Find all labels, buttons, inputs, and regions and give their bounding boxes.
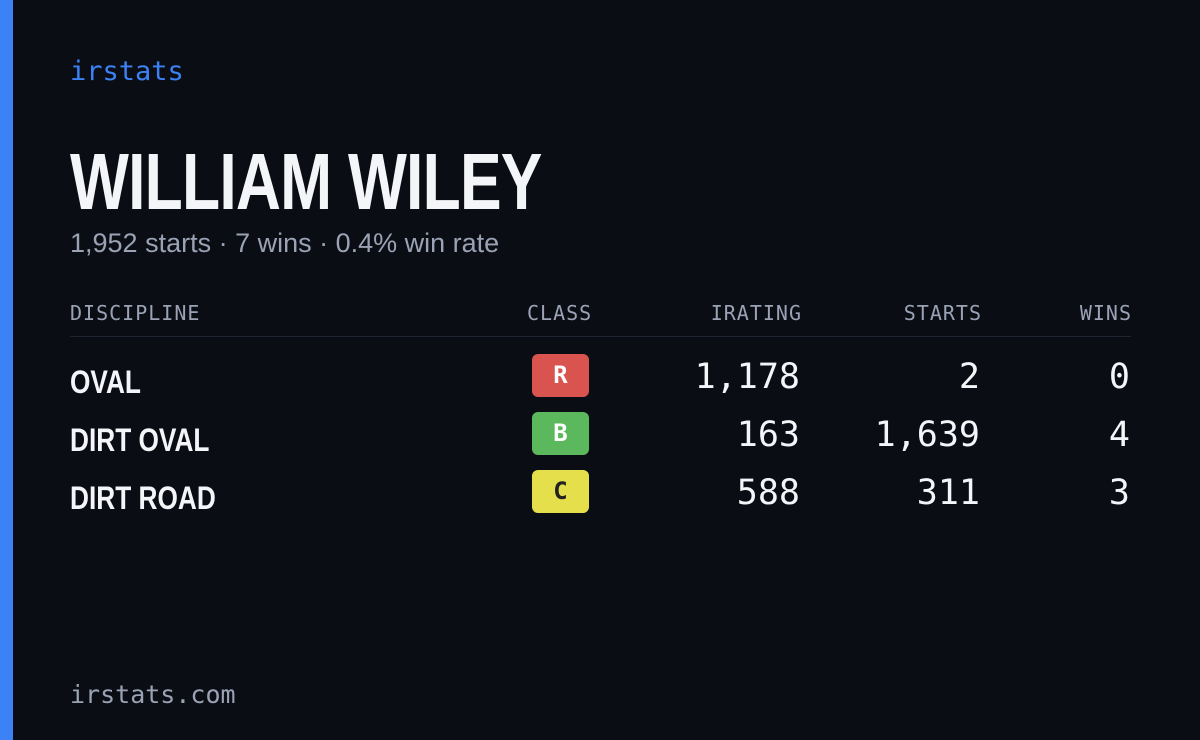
accent-bar [0, 0, 13, 740]
class-badge: C [532, 470, 589, 513]
discipline: DIRT ROAD [70, 480, 216, 516]
brand: irstats [70, 56, 184, 87]
column-header: WINS [1079, 301, 1132, 325]
column-header: CLASS [527, 301, 593, 325]
irating: 1,178 [694, 357, 800, 397]
class-badge: R [532, 354, 589, 397]
starts: 2 [958, 357, 980, 397]
wins: 0 [1108, 357, 1130, 397]
starts: 1,639 [874, 415, 980, 455]
irating: 588 [736, 473, 800, 513]
class-badge: B [532, 412, 589, 455]
wins: 4 [1108, 415, 1130, 455]
column-header: IRATING [710, 301, 802, 325]
column-header: STARTS [903, 301, 982, 325]
irating: 163 [736, 415, 800, 455]
starts: 311 [916, 473, 980, 513]
subtitle: 1,952 starts · 7 wins · 0.4% win rate [70, 228, 500, 258]
discipline: DIRT OVAL [70, 422, 210, 458]
column-header: DISCIPLINE [70, 301, 201, 325]
header-rule [70, 336, 1131, 337]
wins: 3 [1108, 473, 1130, 513]
discipline: OVAL [70, 364, 141, 400]
title: WILLIAM WILEY [70, 137, 542, 226]
footer-url: irstats.com [70, 680, 236, 709]
